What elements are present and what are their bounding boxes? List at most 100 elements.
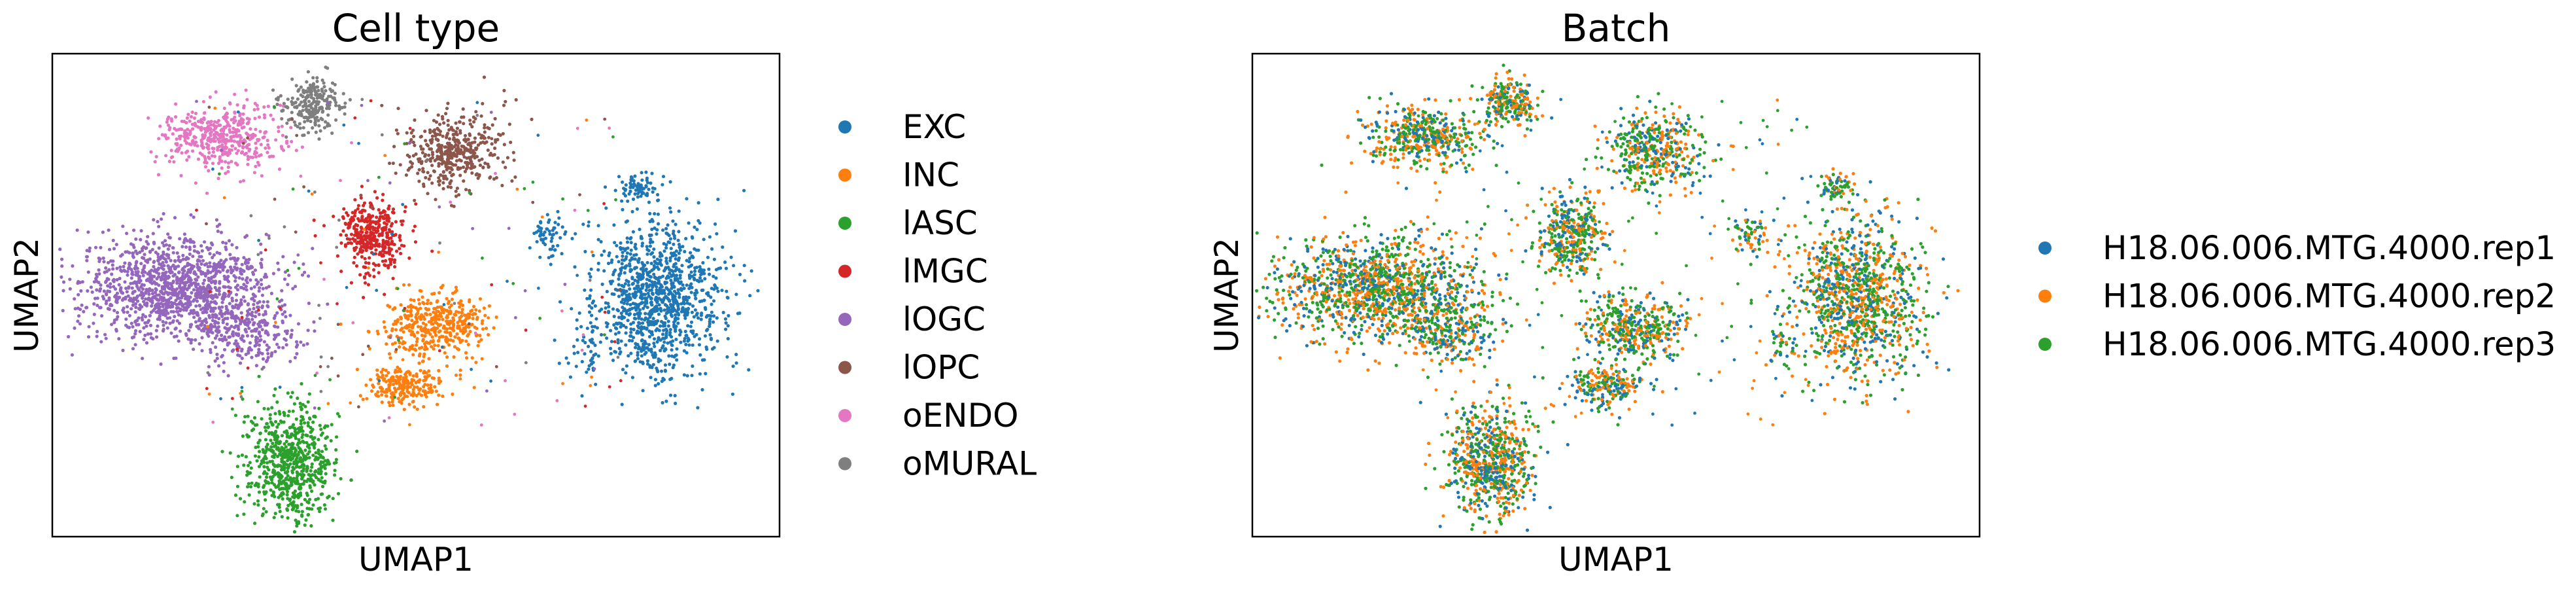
scatter-point [693,276,696,281]
scatter-point [625,240,630,244]
scatter-point [269,445,273,449]
scatter-point [80,303,84,307]
scatter-point [659,369,664,373]
scatter-point [424,139,428,143]
scatter-point [453,335,457,339]
scatter-point [82,310,86,313]
scatter-point [657,382,661,386]
scatter-point [155,335,159,339]
scatter-point [129,307,133,311]
scatter-point [376,244,380,248]
scatter-point [318,509,322,514]
scatter-point [553,248,557,252]
scatter-point [218,270,222,274]
scatter-point [452,355,456,359]
scatter-point [250,313,254,317]
scatter-point [388,383,392,387]
scatter-point [424,109,428,113]
scatter-point [486,126,490,130]
scatter-point [501,132,505,135]
scatter-point [283,482,287,486]
scatter-point [185,116,189,120]
scatter-point [504,99,507,103]
scatter-point [539,221,543,224]
scatter-point [320,484,325,489]
scatter-point [677,251,681,255]
scatter-point [100,314,104,318]
scatter-point [276,261,280,265]
scatter-point [121,224,125,228]
scatter-point [354,209,358,213]
scatter-point [256,305,260,309]
scatter-point [68,287,72,291]
scatter-point [575,327,579,330]
scatter-point [634,253,638,257]
scatter-point [291,409,295,413]
scatter-point [428,374,432,378]
scatter-point [458,173,462,177]
scatter-point [275,438,279,442]
scatter-point [373,190,377,194]
scatter-point [179,259,182,262]
scatter-point [222,369,226,374]
scatter-point [306,400,310,404]
scatter-point [184,332,188,336]
scatter-point [422,371,426,375]
scatter-point [269,354,273,358]
scatter-point [165,281,169,285]
scatter-point [436,154,439,158]
scatter-point [620,289,624,293]
scatter-point [386,266,390,270]
scatter-point [482,75,487,79]
scatter-point [201,259,205,262]
scatter-point [303,523,307,527]
scatter-point [372,275,376,279]
scatter-point [214,345,218,349]
scatter-point [376,332,380,336]
scatter-point [460,314,464,318]
scatter-point [668,330,672,334]
scatter-point [164,321,168,325]
scatter-point [358,394,362,398]
scatter-point [645,306,649,310]
scatter-point [294,518,298,522]
scatter-point [655,306,659,311]
scatter-point [438,329,442,333]
scatter-point [289,483,294,488]
scatter-point [431,152,435,156]
scatter-point [234,314,238,318]
scatter-point [451,133,455,137]
scatter-point [297,450,301,454]
scatter-point [708,235,712,239]
scatter-point [68,277,72,281]
scatter-point [709,295,713,299]
scatter-point [644,312,647,315]
scatter-point [696,201,700,205]
scatter-point [727,313,730,317]
scatter-point [135,294,139,298]
scatter-point [228,265,233,269]
scatter-point [685,351,689,355]
scatter-point [404,370,409,375]
scatter-point [209,281,213,285]
scatter-point [621,323,626,328]
scatter-point [687,260,691,264]
scatter-point [311,247,315,251]
scatter-point [636,357,640,361]
scatter-point [394,380,399,384]
scatter-point [419,325,423,329]
scatter-point [107,228,111,232]
scatter-point [145,246,148,250]
scatter-point [417,298,421,302]
scatter-point [364,383,368,387]
scatter-point [132,228,136,232]
scatter-point [228,253,232,257]
scatter-point [377,263,381,268]
scatter-point [675,347,679,351]
scatter-point [253,315,257,319]
scatter-point [175,334,179,338]
scatter-point [226,269,230,273]
scatter-point [464,351,468,355]
scatter-point [260,514,264,518]
scatter-point [215,352,219,357]
